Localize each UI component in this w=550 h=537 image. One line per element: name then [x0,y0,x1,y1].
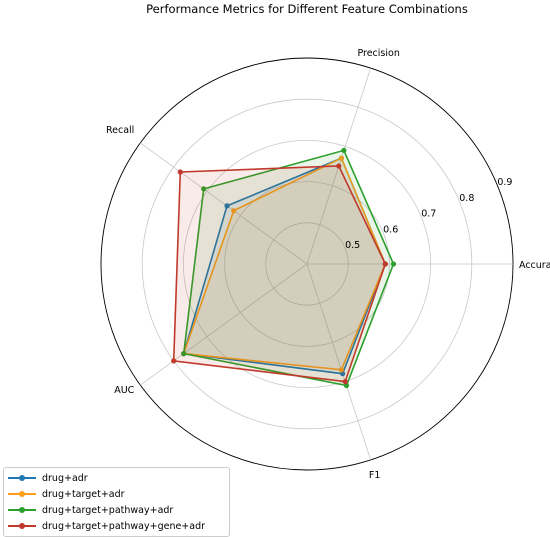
radial-tick-label: 0.5 [345,240,360,251]
series-line [182,157,387,371]
axis-label-precision: Precision [357,48,399,59]
radar-spoke [306,263,372,461]
series-point [224,203,230,209]
radial-tick-label: 0.7 [421,209,436,220]
series-fill [183,150,394,386]
axis-label-auc: AUC [114,385,134,396]
series-3 [181,147,397,389]
series-point [382,261,388,267]
radial-tick-label: 0.9 [497,177,512,188]
legend-swatch-icon [8,521,36,531]
axis-label-accuracy: Accuracy [519,260,550,271]
series-point [336,163,342,169]
legend-item: drug+target+pathway+adr [8,502,225,518]
radar-series [171,147,397,389]
series-point [171,358,177,364]
legend-item: drug+target+adr [8,486,225,502]
series-point [341,147,347,153]
series-point [177,169,183,175]
radar-spoke [140,142,308,265]
series-point [340,371,346,377]
legend-label: drug+target+adr [42,488,125,500]
series-point [390,261,397,267]
legend-item: drug+target+pathway+gene+adr [8,518,225,534]
series-point [342,379,348,385]
series-point [181,351,187,357]
series-point [231,208,237,214]
series-point [201,186,207,192]
series-point [343,382,350,389]
chart-title: Performance Metrics for Different Featur… [146,2,468,16]
series-point [338,155,344,161]
legend-swatch-icon [8,489,36,499]
legend-label: drug+adr [42,472,88,484]
chart-legend: drug+adr drug+target+adr drug+target+pathw… [3,467,230,537]
legend-label: drug+target+pathway+gene+adr [42,520,206,532]
series-2 [181,155,388,373]
series-line [172,165,387,383]
radial-tick-label: 0.6 [383,224,398,235]
series-point [338,367,344,373]
axis-label-recall: Recall [106,125,134,136]
radial-tick-label: 0.8 [459,193,474,204]
series-4 [171,163,388,385]
legend-swatch-icon [8,505,36,515]
series-line [182,149,395,387]
axis-label-f1: F1 [369,470,381,481]
radar-grid [100,57,514,471]
radar-labels: 0.5 0.6 0.7 0.8 0.9 Accuracy Precision Recall AU… [106,48,550,481]
legend-item: drug+adr [8,470,225,486]
legend-swatch-icon [8,473,36,483]
legend-label: drug+target+pathway+adr [42,504,174,516]
radar-spoke [140,263,308,386]
series-fill [173,166,386,382]
